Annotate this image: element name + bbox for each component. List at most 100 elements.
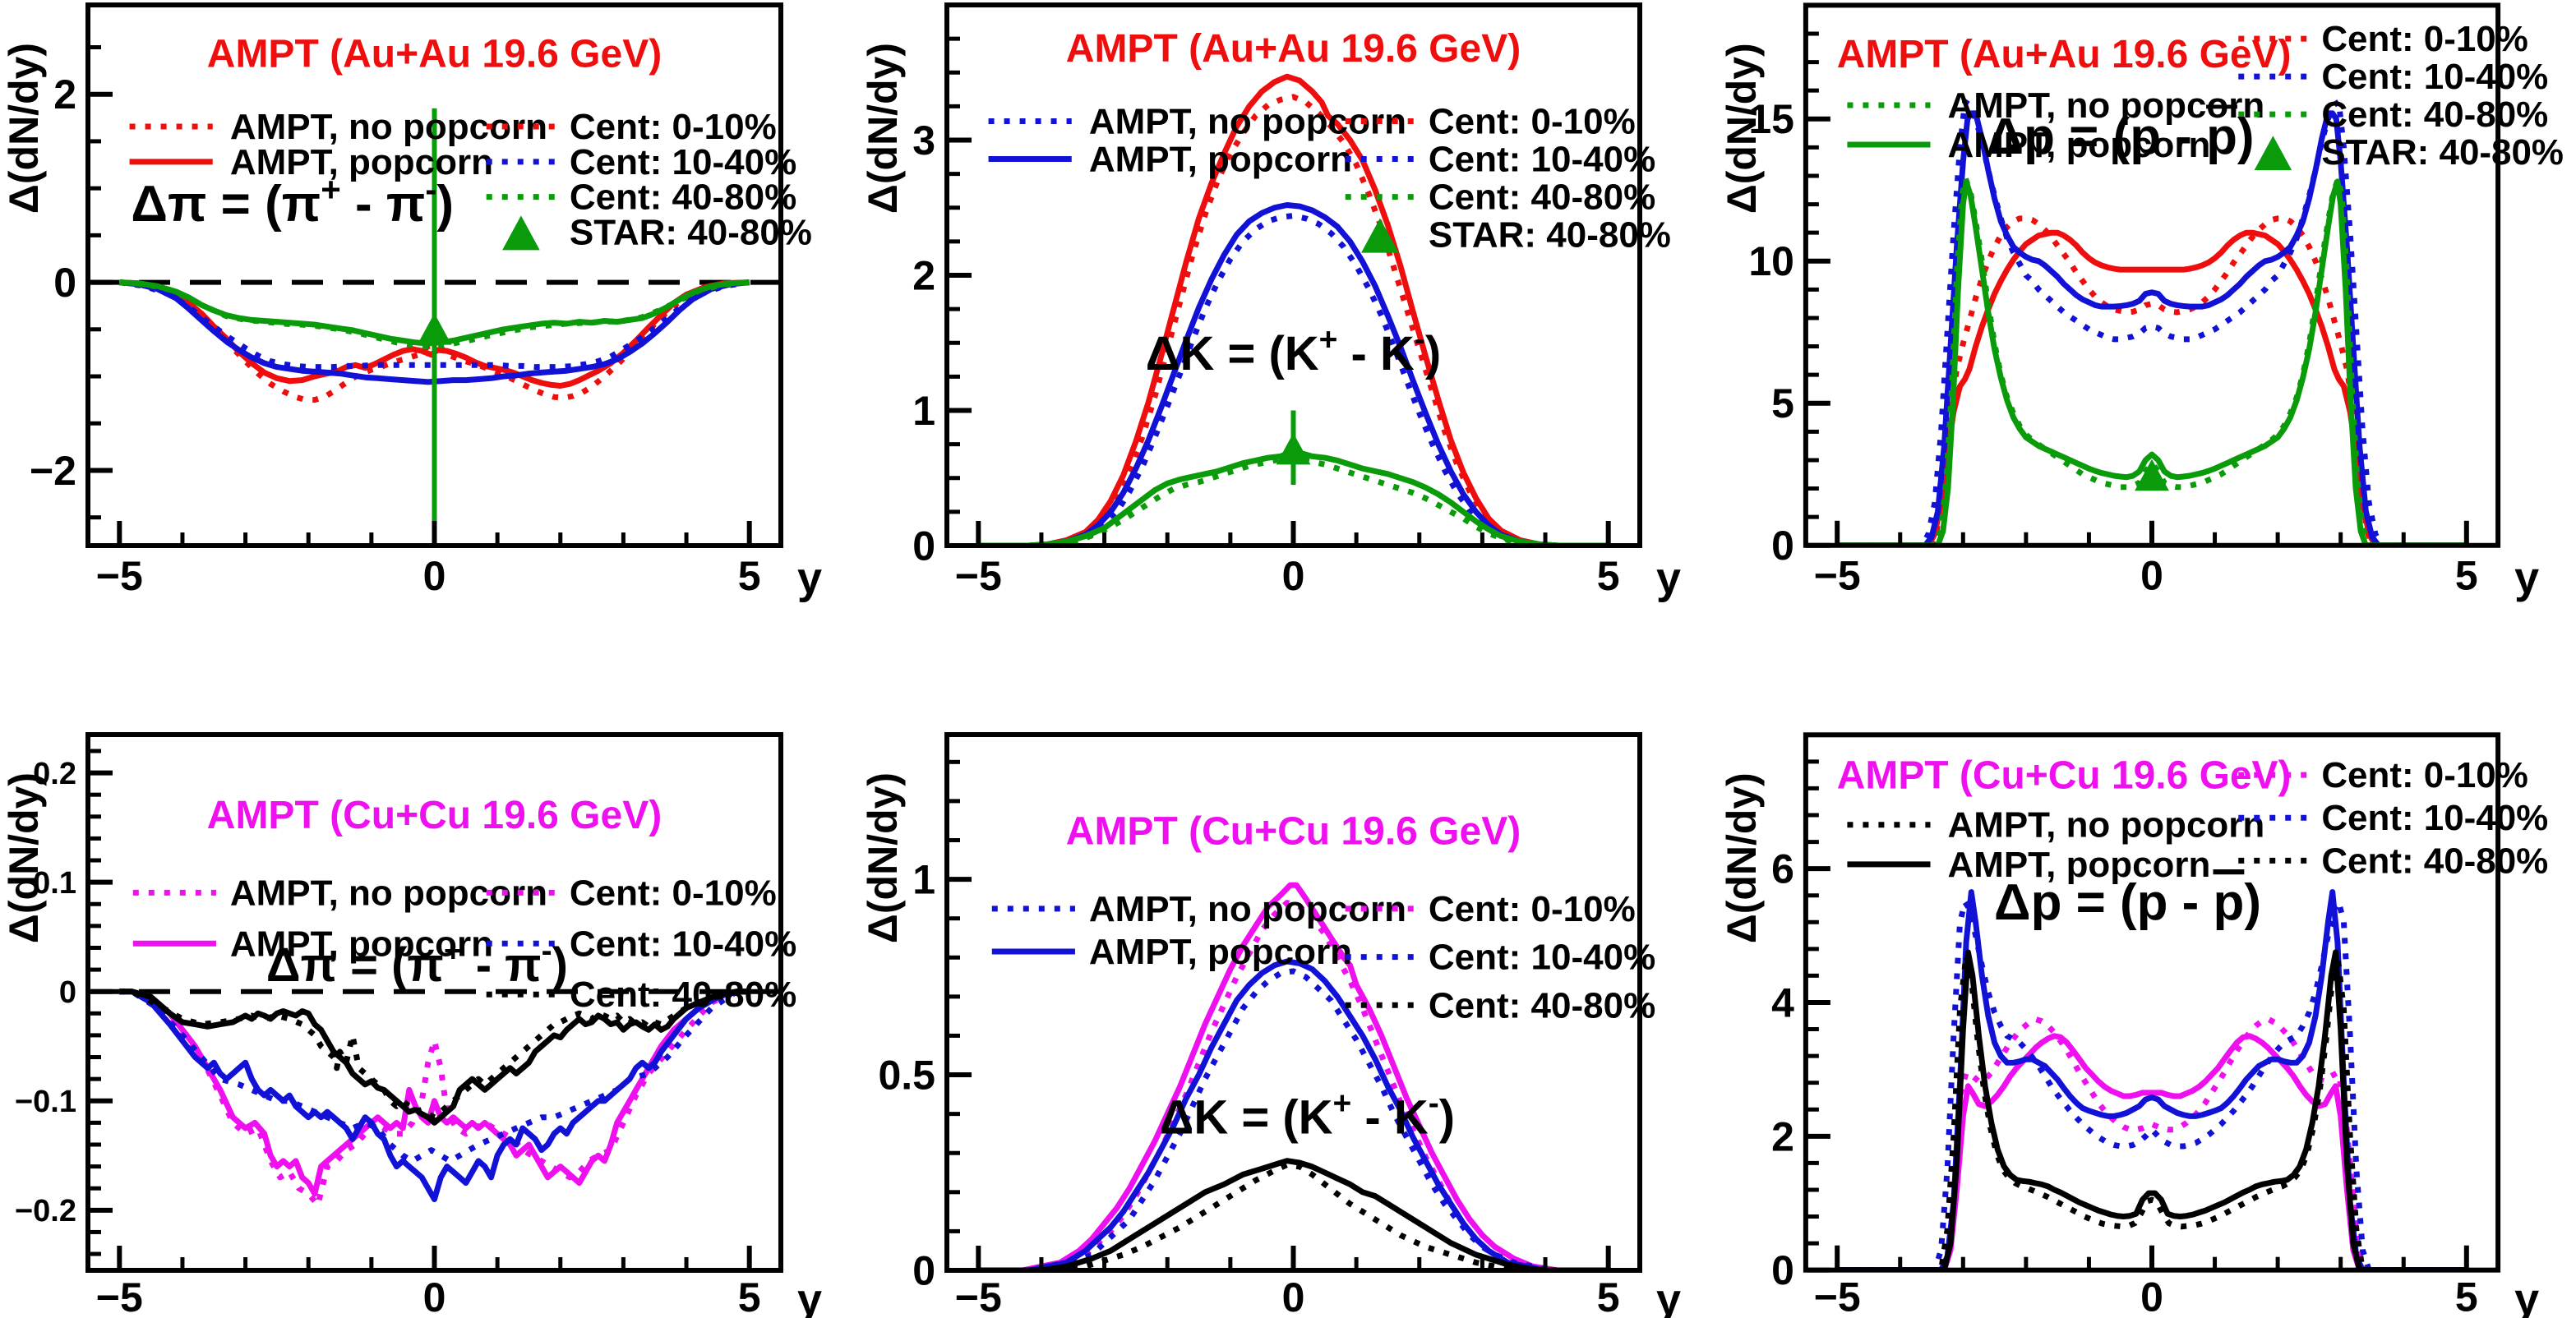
series-cent-0-10-popcorn [1837,229,2467,546]
y-tick-label: 0.1 [33,866,76,901]
y-tick-label: 0 [59,975,76,1010]
y-tick-label: 2 [53,71,76,118]
y-axis-title: Δ(dN/dy) [860,772,906,943]
series-cent-10-40-popcorn [978,202,1609,546]
y-axis-title: Δ(dN/dy) [1719,772,1765,943]
y-tick-label: 0 [912,1248,935,1294]
legend-label-left: AMPT, popcorn [230,142,493,182]
legend-label-left: AMPT, popcorn [1089,932,1352,972]
series-cent-10-40-no-popcorn [978,213,1609,546]
panel-auau-dk: −5 0 5 0 1 2 3Δ(dN/dy) y AMPT (Au+Au 19.6 GeV) AM… [860,2,1681,603]
panel-auau-dpi: −5 0 5 −2 0 2Δ(dN/dy) y AMPT (Au+Au 19.6 GeV) AM… [1,2,822,603]
x-tick-label: 0 [1282,553,1305,599]
formula-annotation: ΔK = (K+ - K-) [1160,1086,1455,1145]
panel-title: AMPT (Au+Au 19.6 GeV) [1066,27,1521,71]
series-cent-0-10-popcorn [978,882,1609,1270]
series-cent-10-40-popcorn [978,958,1609,1270]
x-tick-label: 5 [738,1274,761,1318]
star-marker [2135,459,2169,491]
y-tick-label: 0 [53,260,76,306]
y-tick-label: 2 [912,253,935,299]
series-cent-10-40-popcorn [1837,889,2467,1270]
legend-label-right: STAR: 40-80% [570,212,812,252]
series-cent-10-40-no-popcorn [978,968,1609,1270]
star-marker [417,313,452,345]
legend-label-right: Cent: 0-10% [2321,755,2528,795]
legend-label-right: Cent: 10-40% [2321,798,2548,838]
y-tick-label: 0.5 [878,1053,935,1099]
series-cent-0-10-no-popcorn [119,279,750,403]
x-tick-label: 0 [1282,1274,1305,1318]
panel-title: AMPT (Cu+Cu 19.6 GeV) [1066,810,1521,854]
x-tick-label: 5 [1597,553,1620,599]
y-tick-label: −0.1 [15,1085,76,1119]
legend-label-left: AMPT, no popcorn [1089,101,1406,141]
legend-label-right: Cent: 0-10% [2321,19,2528,59]
panel-title: AMPT (Cu+Cu 19.6 GeV) [1837,753,2292,797]
y-tick-label: 15 [1748,96,1794,142]
x-tick-label: −5 [96,1274,143,1318]
series-cent-10-40-no-popcorn [118,279,750,371]
x-axis-title: y [1656,554,1681,603]
formula-annotation: Δp = (p - p) [1994,874,2261,931]
panel-title: AMPT (Au+Au 19.6 GeV) [207,33,662,76]
y-tick-label: 1 [912,857,935,903]
x-tick-label: −5 [955,553,1002,599]
legend-label-left: AMPT, no popcorn [1089,889,1406,929]
x-tick-label: 5 [738,553,761,599]
legend-label-right: Cent: 10-40% [1429,140,1655,180]
x-tick-label: 5 [1597,1274,1620,1318]
x-axis-title: y [2514,1275,2539,1318]
legend-label-right: Cent: 10-40% [570,924,796,964]
legend-label-left: AMPT, popcorn [1089,140,1352,180]
legend-label-right: Cent: 40-80% [570,177,796,218]
panel-auau-dp: −5 0 5 0 5 10 15Δ(dN/dy) y AMPT (Au+Au 19.6 GeV)… [1719,2,2564,603]
formula-annotation: Δπ = (π+ - π-) [131,170,454,233]
x-tick-label: −5 [1814,553,1861,599]
legend-triangle-marker [2254,136,2292,171]
legend-label-left: AMPT, no popcorn [230,873,547,913]
panel-title: AMPT (Au+Au 19.6 GeV) [1837,33,2292,76]
y-tick-label: 6 [1771,846,1794,892]
x-tick-label: 0 [2140,1274,2163,1318]
series-cent-0-10-popcorn [1837,1033,2467,1270]
x-tick-label: 0 [423,1274,446,1318]
y-tick-label: 0 [912,523,935,569]
x-tick-label: −5 [1814,1274,1861,1318]
series-cent-10-40-no-popcorn [1837,899,2467,1270]
series-cent-40-80-popcorn [119,988,750,1126]
x-tick-label: −5 [955,1274,1002,1318]
y-axis-title: Δ(dN/dy) [860,43,906,214]
y-axis-title: Δ(dN/dy) [1,772,47,943]
series-cent-40-80-no-popcorn [978,1162,1609,1270]
legend-label-right: Cent: 40-80% [2321,94,2548,135]
y-tick-label: 2 [1771,1113,1794,1159]
legend-label-right: Cent: 0-10% [570,873,777,913]
legend-label-right: Cent: 0-10% [1429,101,1636,141]
x-tick-label: 0 [2140,553,2163,599]
series-cent-40-80-popcorn [1837,178,2467,546]
legend-label-left: AMPT, no popcorn [230,107,547,147]
y-tick-label: 0 [1771,1247,1794,1293]
x-tick-label: 0 [423,553,446,599]
legend-label-right: Cent: 0-10% [1429,889,1636,929]
legend-label-right: Cent: 40-80% [570,975,796,1015]
y-tick-label: 0 [1771,523,1794,569]
x-tick-label: 5 [2455,1274,2478,1318]
legend-label-left: AMPT, no popcorn [1948,85,2265,126]
panel-title: AMPT (Cu+Cu 19.6 GeV) [207,794,662,837]
series-cent-40-80-no-popcorn [1837,952,2467,1270]
y-tick-label: −0.2 [15,1194,76,1228]
legend-label-right: STAR: 40-80% [1429,215,1671,256]
legend-label-left: AMPT, popcorn [1948,845,2211,885]
legend-label-right: Cent: 0-10% [570,107,777,147]
y-tick-label: 10 [1748,238,1794,284]
panel-cucu-dp: −5 0 5 0 2 4 6Δ(dN/dy) y AMPT (Cu+Cu 19.6 GeV) AM… [1719,732,2548,1318]
x-axis-title: y [1656,1275,1681,1318]
series-cent-40-80-no-popcorn [119,988,750,1121]
series-cent-40-80-popcorn [978,1158,1609,1270]
legend-triangle-marker [502,215,540,251]
y-tick-label: 3 [912,118,935,164]
legend-label-right: Cent: 10-40% [570,142,796,182]
legend-label-right: STAR: 40-80% [2321,132,2564,173]
